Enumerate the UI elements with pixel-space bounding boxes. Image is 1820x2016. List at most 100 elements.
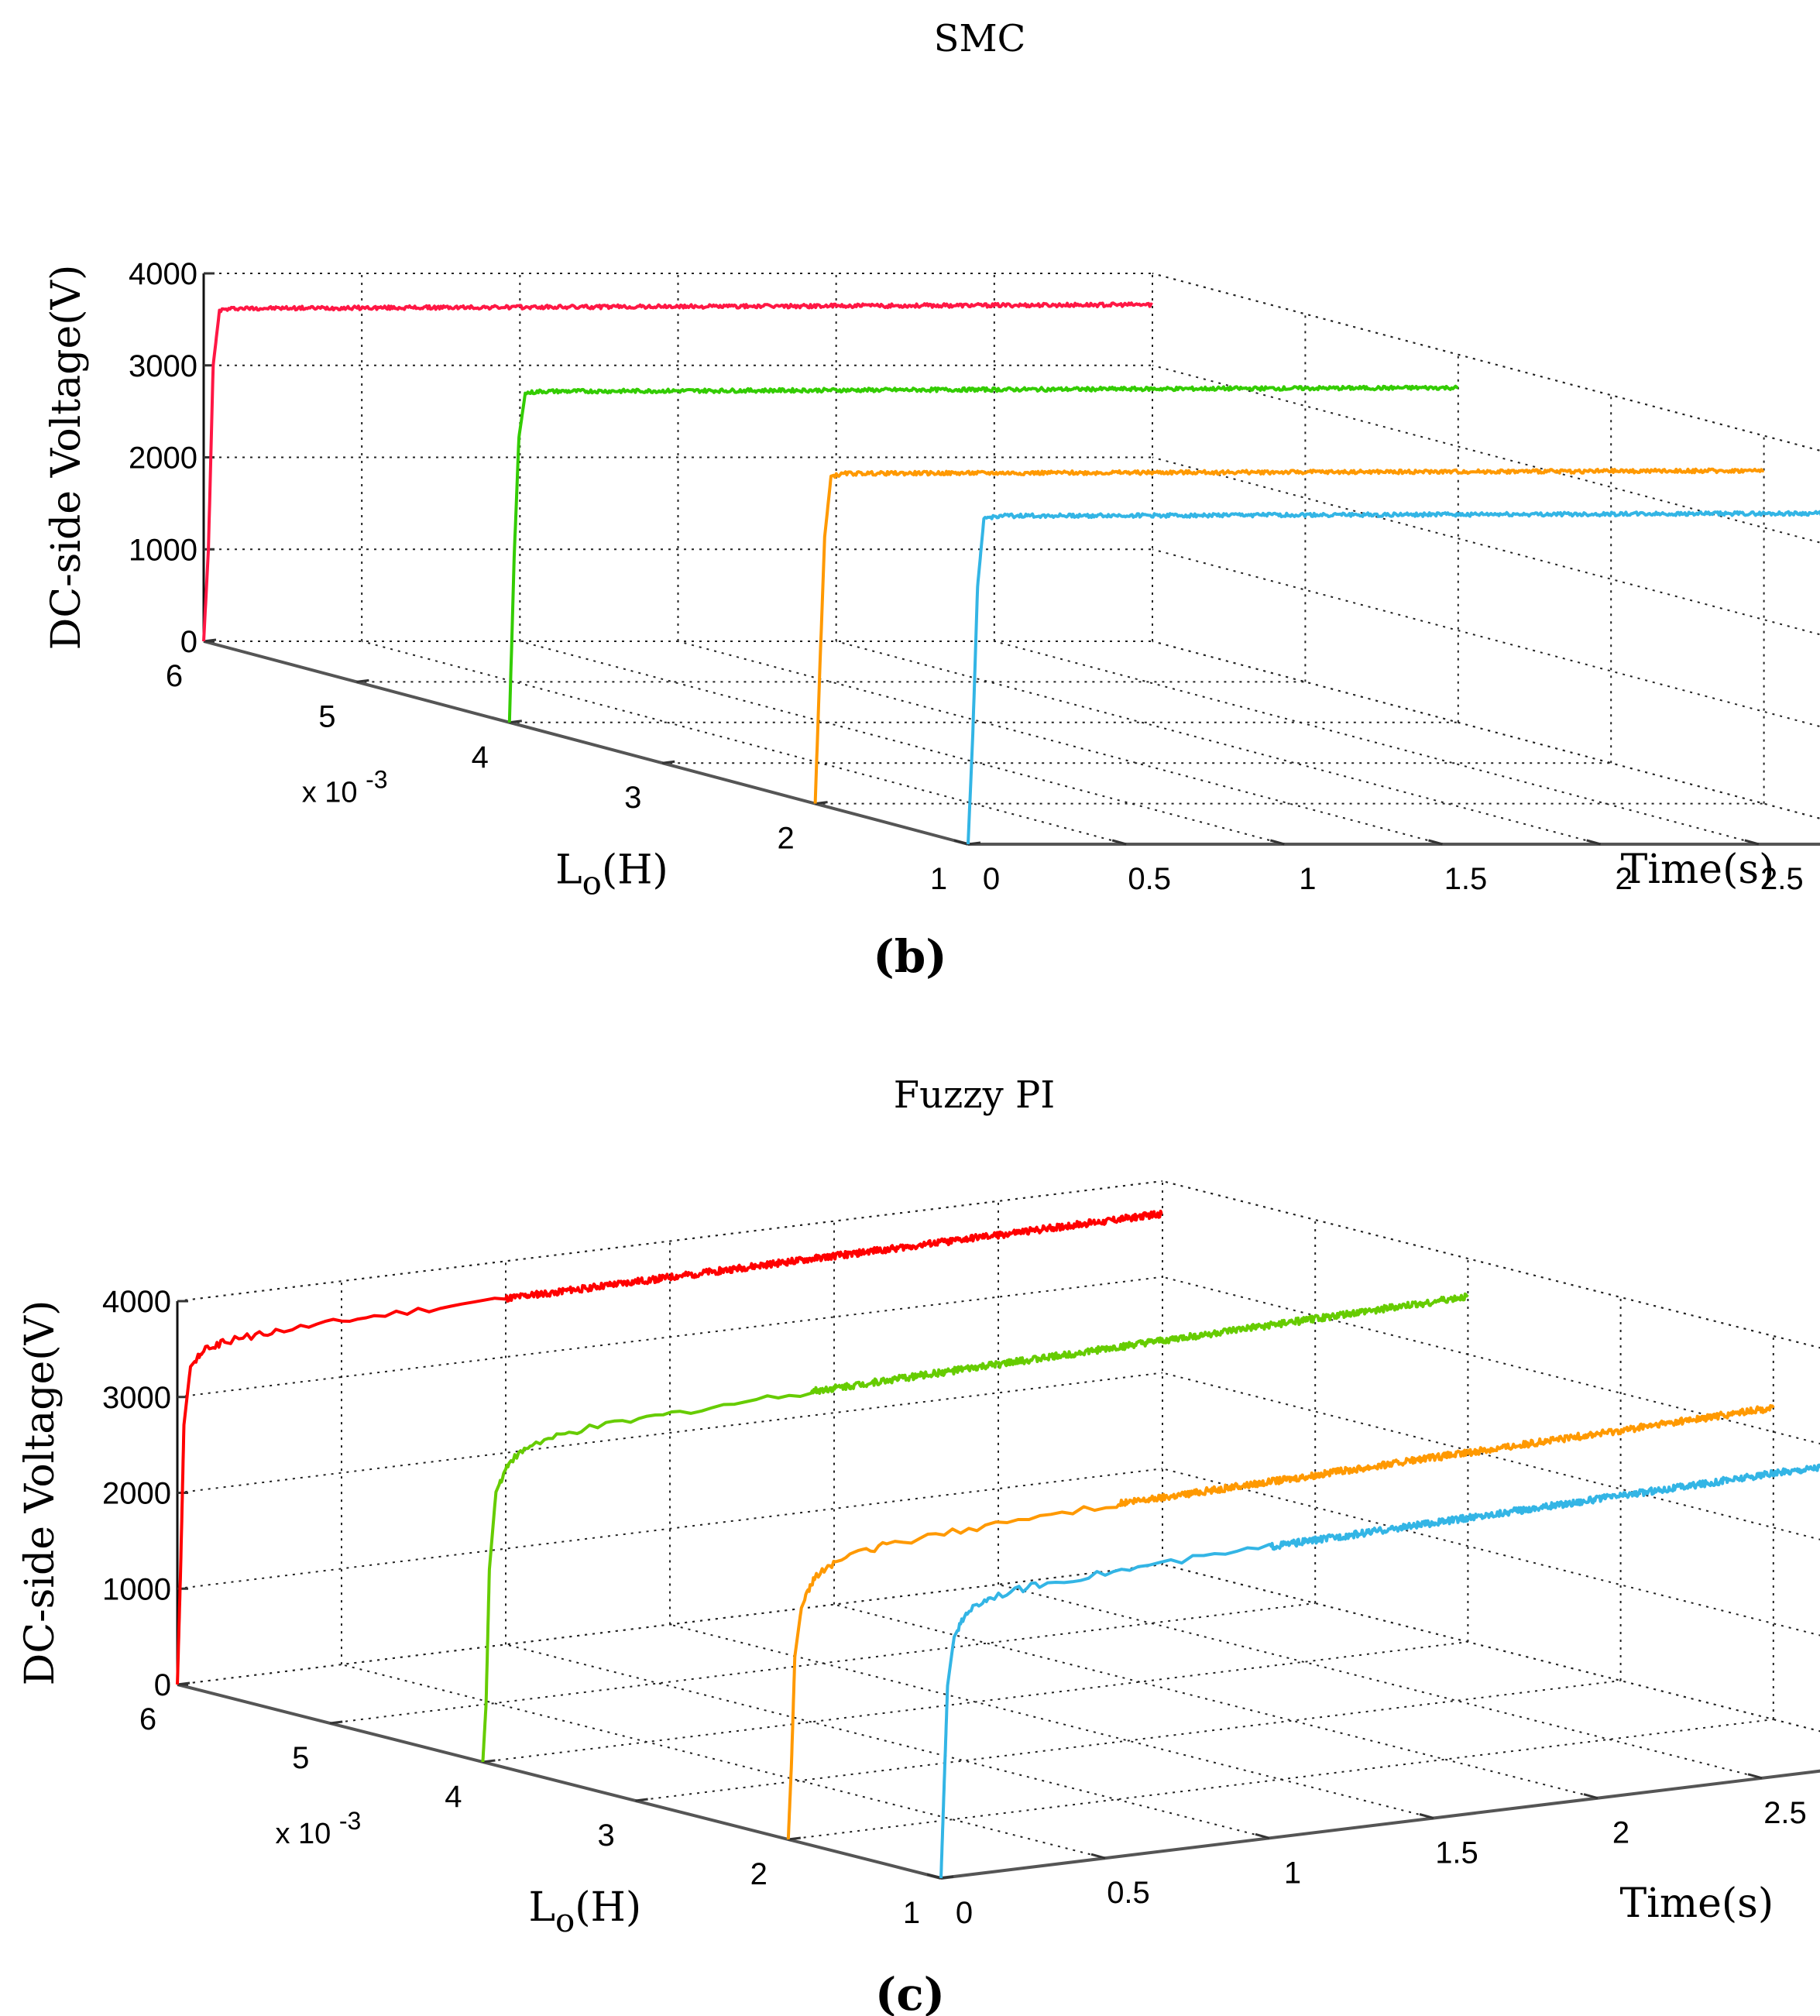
side-wall-grid-line <box>1152 364 1820 544</box>
inductance-tick-label: 3 <box>597 1819 614 1853</box>
axes: 00.511.522.5312345601000200030004000 <box>102 1285 1820 1930</box>
time-tick-mark <box>1744 839 1760 846</box>
series-line <box>176 1209 1163 1685</box>
inductance-tick-mark <box>509 720 522 724</box>
voltage-tick-label: 4000 <box>102 1285 171 1319</box>
time-tick-label: 2 <box>1616 862 1633 896</box>
voltage-tick-label: 2000 <box>129 441 197 476</box>
panel-label: (c) <box>875 1968 945 2016</box>
floor-grid-line <box>678 641 1443 845</box>
time-tick-label: 2.5 <box>1760 862 1804 896</box>
inductance-tick-mark <box>815 801 828 805</box>
grid-lines <box>203 273 1820 845</box>
series-line <box>507 384 1459 723</box>
inductance-tick-label: 1 <box>903 1896 920 1930</box>
inductance-tick-mark <box>635 1798 648 1802</box>
inductance-tick-label: 6 <box>166 659 183 693</box>
box-edge <box>177 1180 1163 1302</box>
voltage-axis-label: DC-side Voltage(V) <box>17 1300 64 1686</box>
inductance-tick-mark <box>940 1875 954 1880</box>
inductance-axis-label-main: L <box>528 1884 555 1931</box>
back-wall-grid-line <box>177 1468 1163 1590</box>
floor-grid-line <box>482 1641 1468 1763</box>
time-tick-mark <box>1090 1853 1106 1860</box>
side-wall-grid-line <box>1162 1180 1820 1349</box>
box-edge <box>1162 1180 1820 1349</box>
time-tick-mark <box>1583 1793 1599 1800</box>
time-tick-mark <box>1419 1813 1434 1819</box>
floor-grid-line <box>520 641 1285 845</box>
inductance-tick-label: 5 <box>292 1741 309 1775</box>
inductance-tick-mark <box>482 1759 496 1764</box>
floor-grid-line <box>361 641 1127 845</box>
exponent-power: -3 <box>366 766 387 794</box>
smc-chart: 00.511.522.5312345601000200030004000SMCD… <box>43 17 1820 983</box>
time-tick-mark <box>1428 839 1443 846</box>
series-group <box>202 301 1820 845</box>
inductance-axis-label-main: L <box>555 847 582 893</box>
time-axis-label: Time(s) <box>1620 1880 1774 1927</box>
time-tick-label: 1 <box>1299 862 1316 896</box>
time-tick-mark <box>926 1873 942 1880</box>
time-tick-label: 0.5 <box>1128 862 1171 896</box>
exponent-base: x 10 <box>275 1818 338 1850</box>
side-wall-grid-line <box>1152 641 1820 819</box>
side-wall-grid-line <box>1162 1276 1820 1445</box>
axes: 00.511.522.5312345601000200030004000 <box>129 257 1820 896</box>
floor-grid-line <box>994 641 1760 845</box>
back-wall-grid-line <box>177 1372 1163 1494</box>
inductance-tick-mark <box>788 1836 801 1841</box>
floor-grid-line <box>788 1719 1774 1840</box>
back-wall-grid-line <box>177 1564 1163 1685</box>
inductance-tick-label: 4 <box>472 740 489 774</box>
voltage-tick-label: 1000 <box>129 533 197 567</box>
inductance-tick-mark <box>330 1720 343 1725</box>
series-line <box>967 510 1820 845</box>
inductance-axis-label-subscript: o <box>555 1901 575 1939</box>
time-tick-mark <box>1255 1832 1270 1839</box>
time-tick-label: 1.5 <box>1444 862 1488 896</box>
inductance-axis-label-subscript: o <box>582 864 602 902</box>
time-tick-label: 1 <box>1284 1856 1301 1890</box>
inductance-axis <box>177 1683 942 1880</box>
voltage-tick-label: 3000 <box>102 1381 171 1415</box>
inductance-tick-label: 2 <box>750 1857 767 1891</box>
voltage-tick-label: 3000 <box>129 349 197 383</box>
box-edge <box>1152 273 1820 452</box>
series-line <box>813 467 1764 804</box>
inductance-tick-mark <box>967 841 981 846</box>
voltage-tick-label: 2000 <box>102 1477 171 1511</box>
time-tick-mark <box>1111 839 1127 846</box>
series-line <box>786 1403 1775 1840</box>
fuzzy-pi-chart: 00.511.522.5312345601000200030004000Fuzz… <box>17 1073 1820 2016</box>
time-tick-mark <box>1269 839 1285 846</box>
time-tick-label: 0.5 <box>1107 1876 1150 1910</box>
floor-grid-line <box>669 1623 1434 1819</box>
time-axis-label: Time(s) <box>1621 847 1775 893</box>
floor-grid-line <box>635 1680 1621 1801</box>
time-tick-label: 1.5 <box>1435 1836 1478 1870</box>
side-wall-grid-line <box>1152 456 1820 636</box>
voltage-tick-label: 0 <box>180 625 197 659</box>
inductance-axis-label: Lo(H) <box>555 847 668 902</box>
inductance-tick-label: 5 <box>318 699 335 733</box>
time-tick-mark <box>1747 1773 1763 1780</box>
floor-grid-line <box>833 1603 1599 1799</box>
inductance-exponent-label: x 10 -3 <box>302 766 388 809</box>
chart-title: Fuzzy PI <box>894 1073 1055 1117</box>
back-wall-grid-line <box>177 1276 1163 1398</box>
side-wall-grid-line <box>1162 1468 1820 1636</box>
inductance-tick-mark <box>662 760 675 764</box>
side-wall-grid-line <box>1162 1372 1820 1540</box>
inductance-tick-label: 6 <box>139 1702 156 1736</box>
floor-grid-line <box>341 1664 1106 1860</box>
voltage-tick-label: 1000 <box>102 1572 171 1606</box>
inductance-axis-label-unit: (H) <box>575 1884 641 1931</box>
chart-title: SMC <box>934 17 1026 60</box>
panel-label: (b) <box>873 930 946 983</box>
series-line <box>481 1292 1469 1763</box>
time-tick-label: 2.5 <box>1763 1796 1807 1830</box>
time-tick-mark <box>1586 839 1602 846</box>
side-wall-grid-line <box>1162 1564 1820 1733</box>
